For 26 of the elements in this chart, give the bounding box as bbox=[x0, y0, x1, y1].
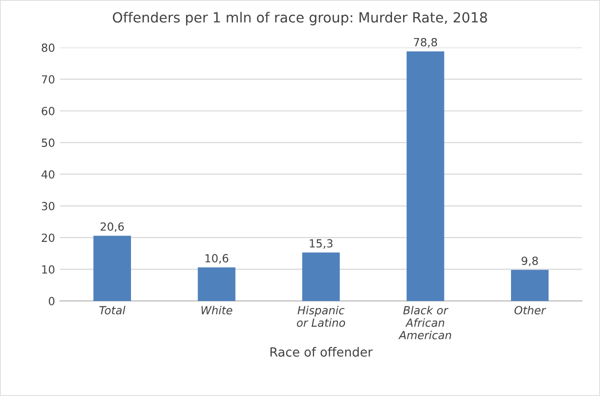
y-tick-label: 40 bbox=[42, 170, 54, 179]
y-tick-label: 0 bbox=[48, 296, 54, 306]
data-label: 10,6 bbox=[205, 254, 228, 264]
bar bbox=[302, 252, 340, 301]
y-tick-label: 70 bbox=[42, 75, 54, 84]
data-label: 20,6 bbox=[100, 222, 124, 232]
x-tick-label: Other bbox=[514, 306, 546, 314]
y-tick-label: 10 bbox=[42, 265, 54, 274]
data-label: 78,8 bbox=[414, 38, 438, 48]
bar bbox=[198, 267, 236, 301]
x-tick-label: Black or African American bbox=[398, 306, 452, 340]
bar bbox=[406, 51, 444, 301]
y-tick-label: 80 bbox=[42, 43, 54, 52]
x-tick-label: Hispanic or Latino bbox=[296, 306, 346, 327]
bar bbox=[511, 270, 549, 301]
data-label: 9,8 bbox=[522, 256, 538, 266]
data-label: 15,3 bbox=[310, 239, 332, 249]
y-tick-label: 30 bbox=[42, 202, 54, 210]
x-axis-title: Race of offender bbox=[270, 347, 373, 357]
chart-title: Offenders per 1 mln of race group: Murder Rate, 2018 bbox=[112, 12, 488, 26]
bar bbox=[93, 236, 131, 301]
x-tick-label: Total bbox=[99, 306, 126, 314]
x-tick-label: White bbox=[202, 306, 232, 314]
y-tick-label: 20 bbox=[42, 234, 54, 242]
y-tick-label: 50 bbox=[42, 138, 54, 147]
y-tick-label: 60 bbox=[42, 106, 54, 116]
